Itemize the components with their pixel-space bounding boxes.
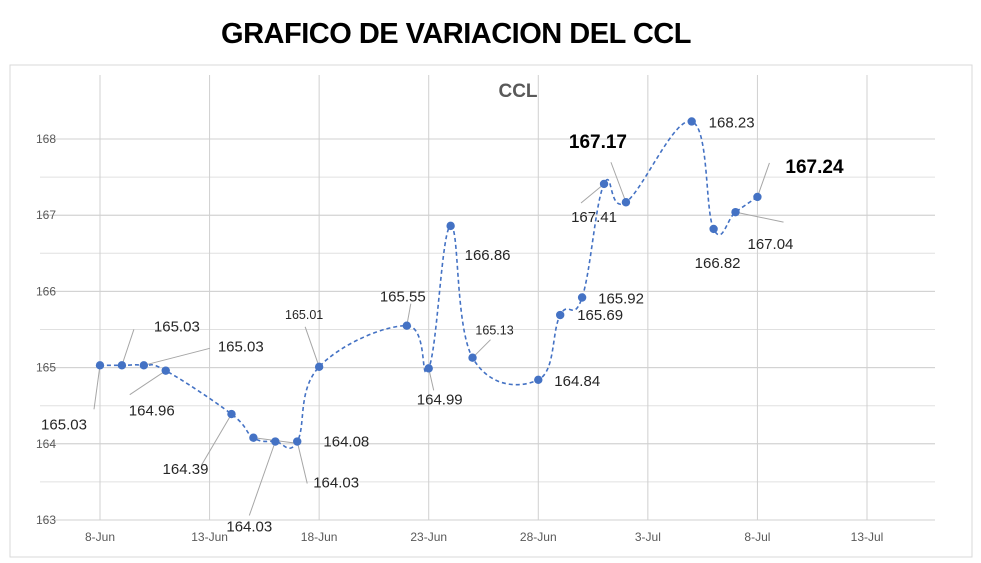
data-label: 165.03 [41, 416, 87, 433]
data-label: 165.92 [598, 290, 644, 307]
data-point [753, 192, 762, 202]
data-label: 168.23 [709, 114, 755, 131]
data-point [731, 207, 740, 217]
data-point [227, 409, 236, 419]
data-point [556, 310, 565, 320]
label-leader-line [93, 365, 101, 410]
label-leader-line [201, 413, 232, 466]
label-leader-line [121, 329, 135, 366]
data-label: 165.03 [154, 318, 200, 335]
data-point [271, 437, 280, 446]
label-leader-line [296, 441, 308, 484]
label-leader-line [610, 162, 627, 203]
data-label: 164.03 [226, 519, 272, 536]
data-point [424, 364, 433, 373]
data-point [446, 221, 455, 231]
data-label: 164.39 [163, 461, 209, 478]
label-leader-line [472, 339, 491, 359]
data-point [468, 353, 477, 362]
data-point [95, 361, 105, 370]
data-label: 165.01 [285, 308, 323, 322]
x-tick-label: 3-Jul [635, 530, 661, 544]
y-tick-label: 166 [36, 284, 56, 298]
data-point [139, 361, 149, 370]
page-title: GRAFICO DE VARIACION DEL CCL [221, 18, 691, 50]
label-leader-line [756, 162, 770, 198]
x-tick-label: 13-Jun [191, 530, 228, 544]
data-point [599, 179, 609, 189]
label-leader-line [735, 211, 784, 223]
data-label: 165.69 [577, 307, 623, 324]
data-point [534, 375, 543, 384]
label-leader-line [143, 347, 210, 366]
data-label: 167.04 [748, 236, 794, 253]
y-tick-label: 163 [36, 513, 56, 527]
data-label: 165.55 [380, 289, 426, 306]
data-point [709, 224, 718, 234]
data-label: 164.96 [129, 403, 175, 420]
data-label: 165.13 [475, 324, 513, 338]
label-leader-line [129, 370, 167, 396]
y-tick-label: 165 [36, 361, 56, 375]
y-tick-label: 168 [36, 132, 56, 146]
data-label: 167.41 [571, 209, 617, 226]
x-tick-label: 23-Jun [410, 530, 447, 544]
data-label: 164.84 [554, 373, 600, 390]
data-label: 166.86 [465, 247, 511, 264]
x-tick-label: 8-Jul [744, 530, 770, 544]
data-label: 167.17 [569, 132, 627, 153]
data-point [687, 117, 696, 126]
data-point [402, 321, 411, 330]
data-point [161, 366, 170, 375]
x-tick-label: 18-Jun [301, 530, 338, 544]
data-label: 165.03 [218, 338, 264, 355]
data-point [117, 361, 127, 370]
y-tick-label: 164 [36, 437, 56, 451]
data-label: 164.03 [313, 475, 359, 492]
data-label: 164.99 [417, 391, 463, 408]
label-leader-line [248, 441, 276, 516]
x-tick-label: 13-Jul [851, 530, 884, 544]
chart-area-frame [9, 64, 973, 558]
chart-title: CCL [498, 81, 537, 102]
data-label: 166.82 [695, 255, 741, 272]
data-point [293, 437, 302, 446]
x-tick-label: 8-Jun [85, 530, 115, 544]
data-point [577, 293, 587, 302]
data-label: 164.08 [323, 434, 369, 451]
data-label: 167.24 [785, 157, 844, 178]
y-tick-label: 167 [36, 208, 56, 222]
data-point [621, 198, 631, 207]
label-leader-line [304, 326, 320, 368]
x-tick-label: 28-Jun [520, 530, 557, 544]
label-leader-line [580, 183, 605, 204]
data-point [314, 362, 324, 372]
data-point [249, 433, 258, 442]
